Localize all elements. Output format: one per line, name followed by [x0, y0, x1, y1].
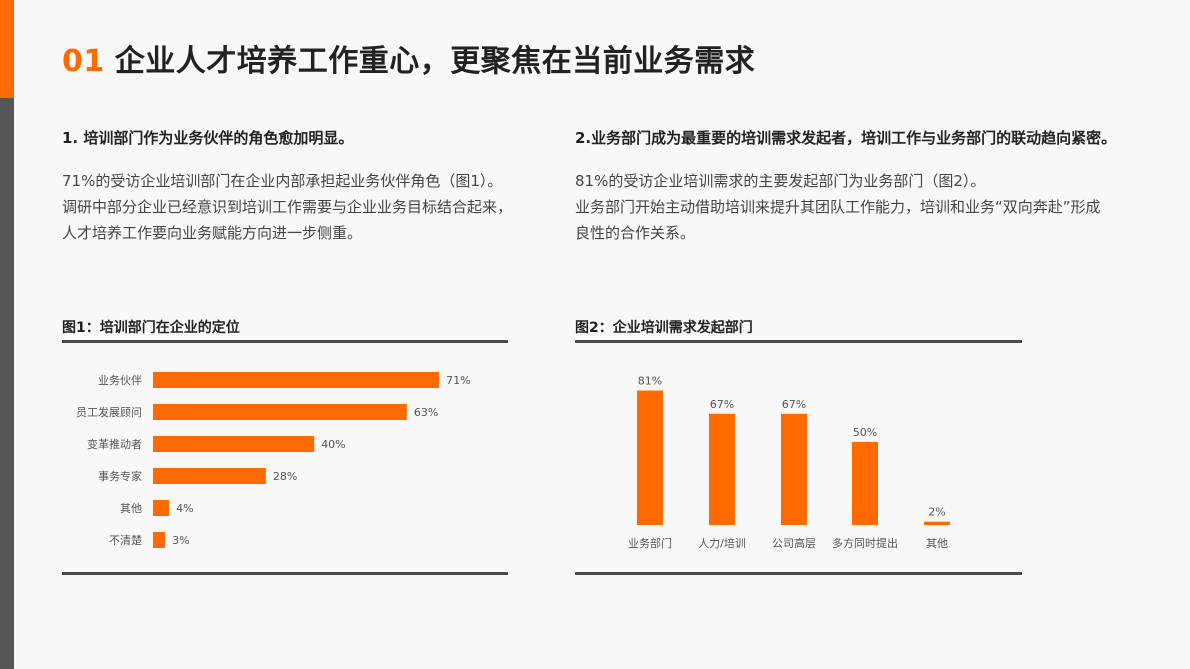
- figure-1-bar: [153, 404, 407, 420]
- figure-1-category-label: 变革推动者: [87, 437, 142, 451]
- figure-2-category-label: 公司高层: [772, 536, 816, 550]
- figure-1-value-label: 63%: [414, 406, 438, 419]
- figure-2-vertical-bar-chart: 81% 业务部门 67% 人力/培训 67% 公司高层 50% 多方同时提出 2% 其他: [628, 375, 950, 550]
- title-number: 01: [62, 44, 105, 79]
- figure-1-bar: [153, 372, 440, 388]
- figure-1-bar: [153, 436, 315, 452]
- right-section-heading: 2.业务部门成为最重要的培训需求发起者，培训工作与业务部门的联动趋向紧密。: [575, 129, 1117, 147]
- right-paragraph-line-2: 业务部门开始主动借助培训来提升其团队工作能力，培训和业务“双向奔赴”形成良性的合…: [575, 198, 1101, 242]
- figure-2-value-label: 67%: [710, 398, 734, 411]
- figure-1-bar: [153, 468, 266, 484]
- figure-2-bar: [781, 413, 807, 525]
- figure-1-category-label: 员工发展顾问: [76, 405, 142, 419]
- page-title: 01 企业人才培养工作重心，更聚焦在当前业务需求: [62, 36, 755, 80]
- figure-2-category-label: 业务部门: [628, 536, 672, 550]
- figure-1-horizontal-bar-chart: 业务伙伴 71% 员工发展顾问 63% 变革推动者 40% 事务专家 28% 其他 4% 不清楚 3%: [76, 372, 471, 548]
- left-section-heading: 1. 培训部门作为业务伙伴的角色愈加明显。: [62, 129, 354, 147]
- figure-2-top-rule: [575, 340, 1022, 343]
- figure-2-bottom-rule: [575, 572, 1022, 575]
- figure-1-bar: [153, 500, 170, 516]
- figure-1-value-label: 3%: [172, 534, 189, 547]
- figure-2-category-label: 多方同时提出: [832, 536, 898, 550]
- figure-2-category-label: 其他: [926, 537, 948, 550]
- figure-1-category-label: 其他: [120, 502, 142, 515]
- left-section-paragraph: 71%的受访企业培训部门在企业内部承担起业务伙伴角色（图1）。调研中部分企业已经…: [62, 168, 517, 246]
- figure-2-bar: [709, 413, 735, 525]
- figure-2-bar: [924, 521, 950, 525]
- figure-1-value-label: 71%: [446, 374, 470, 387]
- figure-2-bar: [852, 442, 878, 525]
- left-paragraph-text: 71%的受访企业培训部门在企业内部承担起业务伙伴角色（图1）。调研中部分企业已经…: [62, 172, 513, 242]
- figure-1-bottom-rule: [62, 572, 508, 575]
- figure-2-value-label: 81%: [638, 375, 662, 388]
- dark-side-bar: [0, 98, 14, 669]
- figure-2-category-label: 人力/培训: [698, 536, 746, 550]
- title-text: 企业人才培养工作重心，更聚焦在当前业务需求: [114, 44, 756, 79]
- accent-side-bar: [0, 0, 14, 98]
- figure-2-value-label: 67%: [782, 398, 806, 411]
- figure-1-bar: [153, 532, 166, 548]
- figure-2-bar: [637, 390, 663, 525]
- figure-2-value-label: 50%: [853, 426, 877, 439]
- right-paragraph-line-1: 81%的受访企业培训需求的主要发起部门为业务部门（图2）。: [575, 172, 986, 190]
- figure-2-value-label: 2%: [928, 506, 945, 519]
- figure-1-category-label: 业务伙伴: [98, 374, 142, 387]
- figure-1-category-label: 不清楚: [109, 533, 142, 547]
- figure-1-value-label: 28%: [273, 470, 297, 483]
- figure-1-top-rule: [62, 340, 508, 343]
- figure-2-title: 图2：企业培训需求发起部门: [575, 320, 753, 336]
- figure-1-value-label: 40%: [321, 438, 345, 451]
- right-section-paragraph: 81%的受访企业培训需求的主要发起部门为业务部门（图2）。 业务部门开始主动借助…: [575, 168, 1115, 246]
- figure-1-title: 图1：培训部门在企业的定位: [62, 320, 240, 336]
- figure-1-value-label: 4%: [176, 502, 193, 515]
- figure-1-category-label: 事务专家: [98, 469, 142, 483]
